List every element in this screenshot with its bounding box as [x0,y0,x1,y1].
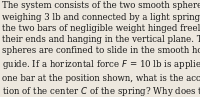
Text: The system consists of the two smooth spheres, each
weighing 3 lb and connected : The system consists of the two smooth sp… [2,1,200,97]
